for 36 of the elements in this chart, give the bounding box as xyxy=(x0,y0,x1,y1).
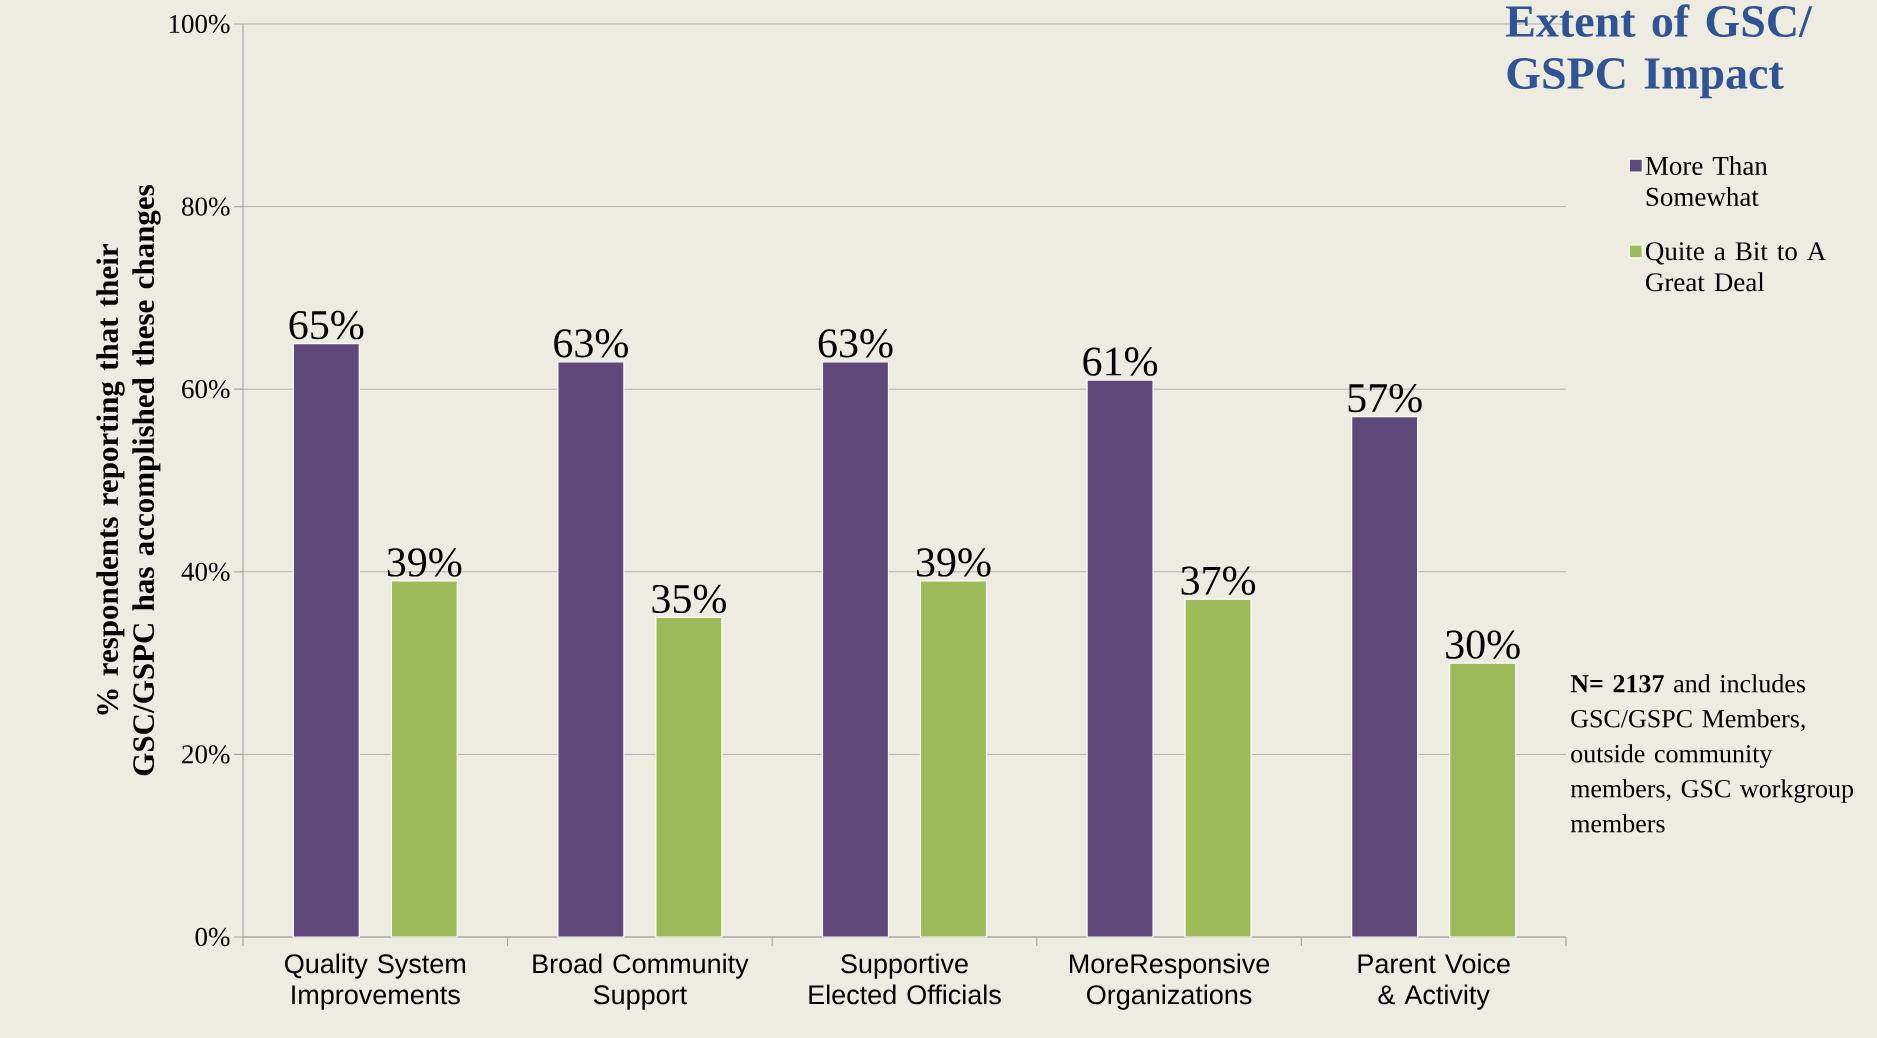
text: N= 2137 and includes GSC/GSPC Members, outside community members, GSC workgroup members xyxy=(1570,674,1853,833)
y-tick-label: 100% xyxy=(169,14,230,34)
y-tick-label: 80% xyxy=(182,197,230,216)
data-label: 30% xyxy=(1446,630,1520,659)
x-tick-label: Broad Community Support xyxy=(533,953,749,1010)
y-tick-label: 40% xyxy=(181,562,230,581)
y-tick-label: 20% xyxy=(182,745,230,764)
bar xyxy=(292,342,360,938)
data-label: 39% xyxy=(917,548,991,577)
legend-label: More Than Somewhat xyxy=(1645,155,1768,206)
data-label: 35% xyxy=(652,584,726,614)
text: Extent of GSC/ GSPC Impact xyxy=(1506,4,1813,99)
x-tick-label: Quality System Improvements xyxy=(285,953,466,1010)
data-label: 37% xyxy=(1181,566,1256,595)
x-tick-label: Parent Voice & Activity xyxy=(1358,953,1510,1010)
bar xyxy=(390,580,458,938)
bar xyxy=(821,361,890,938)
bar xyxy=(655,616,723,938)
data-label: 63% xyxy=(818,329,893,358)
x-tick-label: MoreResponsive Organizations xyxy=(1069,953,1270,1010)
data-label: 61% xyxy=(1083,347,1158,376)
legend-label: Quite a Bit to A Great Deal xyxy=(1645,242,1827,292)
bar xyxy=(1086,379,1154,938)
x-tick-label: Supportive Elected Officials xyxy=(809,953,1001,1005)
bar xyxy=(1449,662,1517,938)
y-tick-label: 0% xyxy=(195,927,230,947)
y-tick-label: 60% xyxy=(182,380,230,399)
data-label: 39% xyxy=(387,548,462,577)
bar xyxy=(919,580,988,938)
bar xyxy=(557,361,625,938)
y-axis-title: % respondents reporting that their GSC/GSPC has accomplished these changes xyxy=(96,185,161,776)
bar xyxy=(1184,598,1252,938)
bar xyxy=(1351,415,1419,938)
data-label: 57% xyxy=(1348,383,1422,413)
data-label: 63% xyxy=(554,329,628,358)
data-label: 65% xyxy=(289,310,364,340)
